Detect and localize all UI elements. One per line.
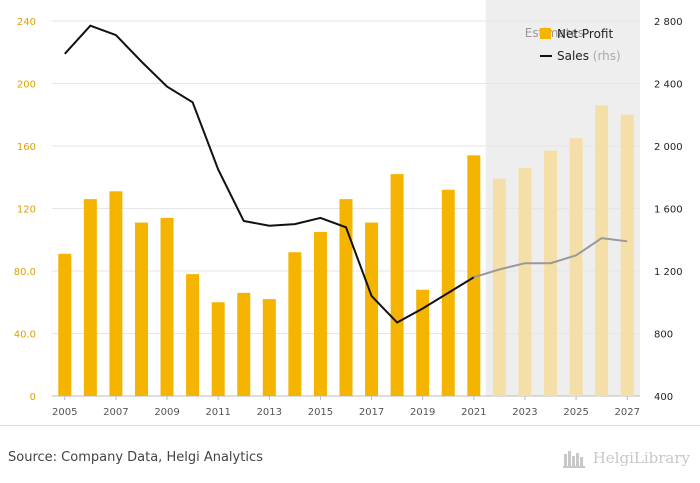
bar-net-profit-2008 (134, 222, 148, 396)
bar-net-profit-2005 (58, 253, 72, 396)
right-tick-label: 800 (654, 330, 673, 341)
x-tick-label: 2025 (563, 407, 588, 418)
estimates-region (485, 0, 640, 396)
bar-net-profit-2016 (339, 199, 353, 396)
x-tick-label: 2007 (103, 407, 128, 418)
legend-label-sales: Sales (rhs) (557, 49, 621, 63)
line-sales-forecast (473, 237, 628, 279)
bar-net-profit-2010 (186, 274, 200, 396)
left-tick-label: 40.0 (14, 330, 36, 341)
left-tick-label: 0 (30, 392, 36, 403)
legend-label-net-profit: Net Profit (557, 27, 613, 41)
x-tick-label: 2005 (52, 407, 77, 418)
left-tick-label: 240 (17, 17, 36, 28)
bar-net-profit-2018 (390, 174, 404, 396)
x-tick-label: 2013 (257, 407, 282, 418)
source-note: Source: Company Data, Helgi Analytics (8, 450, 263, 465)
right-tick-label: 400 (654, 392, 673, 403)
bar-net-profit-2009 (160, 217, 174, 396)
footer-divider (0, 425, 700, 426)
library-icon (562, 451, 585, 468)
x-tick-label: 2011 (205, 407, 230, 418)
bar-net-profit-2022 (492, 178, 506, 396)
left-tick-label: 120 (17, 205, 36, 216)
bar-net-profit-2024 (544, 150, 558, 396)
right-tick-label: 2 000 (654, 142, 683, 153)
x-tick-label: 2015 (308, 407, 333, 418)
x-axis: 2005 2007 2009 2011 2013 2015 2017 2019 2021 2023… (52, 396, 640, 418)
x-tick-label: 2027 (614, 407, 639, 418)
legend: Net Profit Sales (rhs) (540, 27, 621, 63)
bar-net-profit-2026 (595, 105, 609, 396)
left-tick-label: 160 (17, 142, 36, 153)
bar-net-profit-2021 (467, 155, 481, 396)
line-sales-actual (64, 24, 475, 324)
left-tick-label: 80.0 (14, 267, 36, 278)
x-tick-label: 2017 (359, 407, 384, 418)
bar-net-profit-2025 (569, 138, 583, 396)
right-tick-label: 2 400 (654, 80, 683, 91)
right-tick-label: 2 800 (654, 17, 683, 28)
chart: 0 40.0 80.0 120 160 200 240 400 800 1 200 1 600 2 … (14, 0, 683, 418)
left-axis: 0 40.0 80.0 120 160 200 240 (14, 17, 36, 403)
bar-net-profit-2017 (365, 222, 379, 396)
bar-net-profit-2023 (518, 167, 532, 396)
bar-series (58, 105, 634, 396)
brand-logo: HelgiLibrary (562, 448, 690, 468)
left-tick-label: 200 (17, 80, 36, 91)
x-tick-label: 2019 (410, 407, 435, 418)
bar-net-profit-2012 (237, 292, 251, 396)
line-series (64, 24, 628, 324)
x-tick-label: 2021 (461, 407, 486, 418)
bar-net-profit-2019 (416, 289, 430, 396)
estimates-label: Estimates (525, 26, 584, 40)
legend-swatch-net-profit (540, 28, 551, 39)
x-tick-label: 2023 (512, 407, 537, 418)
right-tick-label: 1 600 (654, 205, 683, 216)
bar-net-profit-2006 (83, 199, 97, 396)
right-axis: 400 800 1 200 1 600 2 000 2 400 2 800 (654, 17, 683, 403)
bar-net-profit-2011 (211, 302, 225, 396)
brand-name: HelgiLibrary (592, 449, 690, 467)
x-tick-label: 2009 (154, 407, 179, 418)
right-tick-label: 1 200 (654, 267, 683, 278)
bar-net-profit-2027 (620, 114, 634, 396)
bar-net-profit-2014 (288, 252, 302, 396)
bar-net-profit-2007 (109, 191, 123, 396)
bar-net-profit-2015 (313, 231, 327, 396)
bar-net-profit-2013 (262, 299, 276, 396)
